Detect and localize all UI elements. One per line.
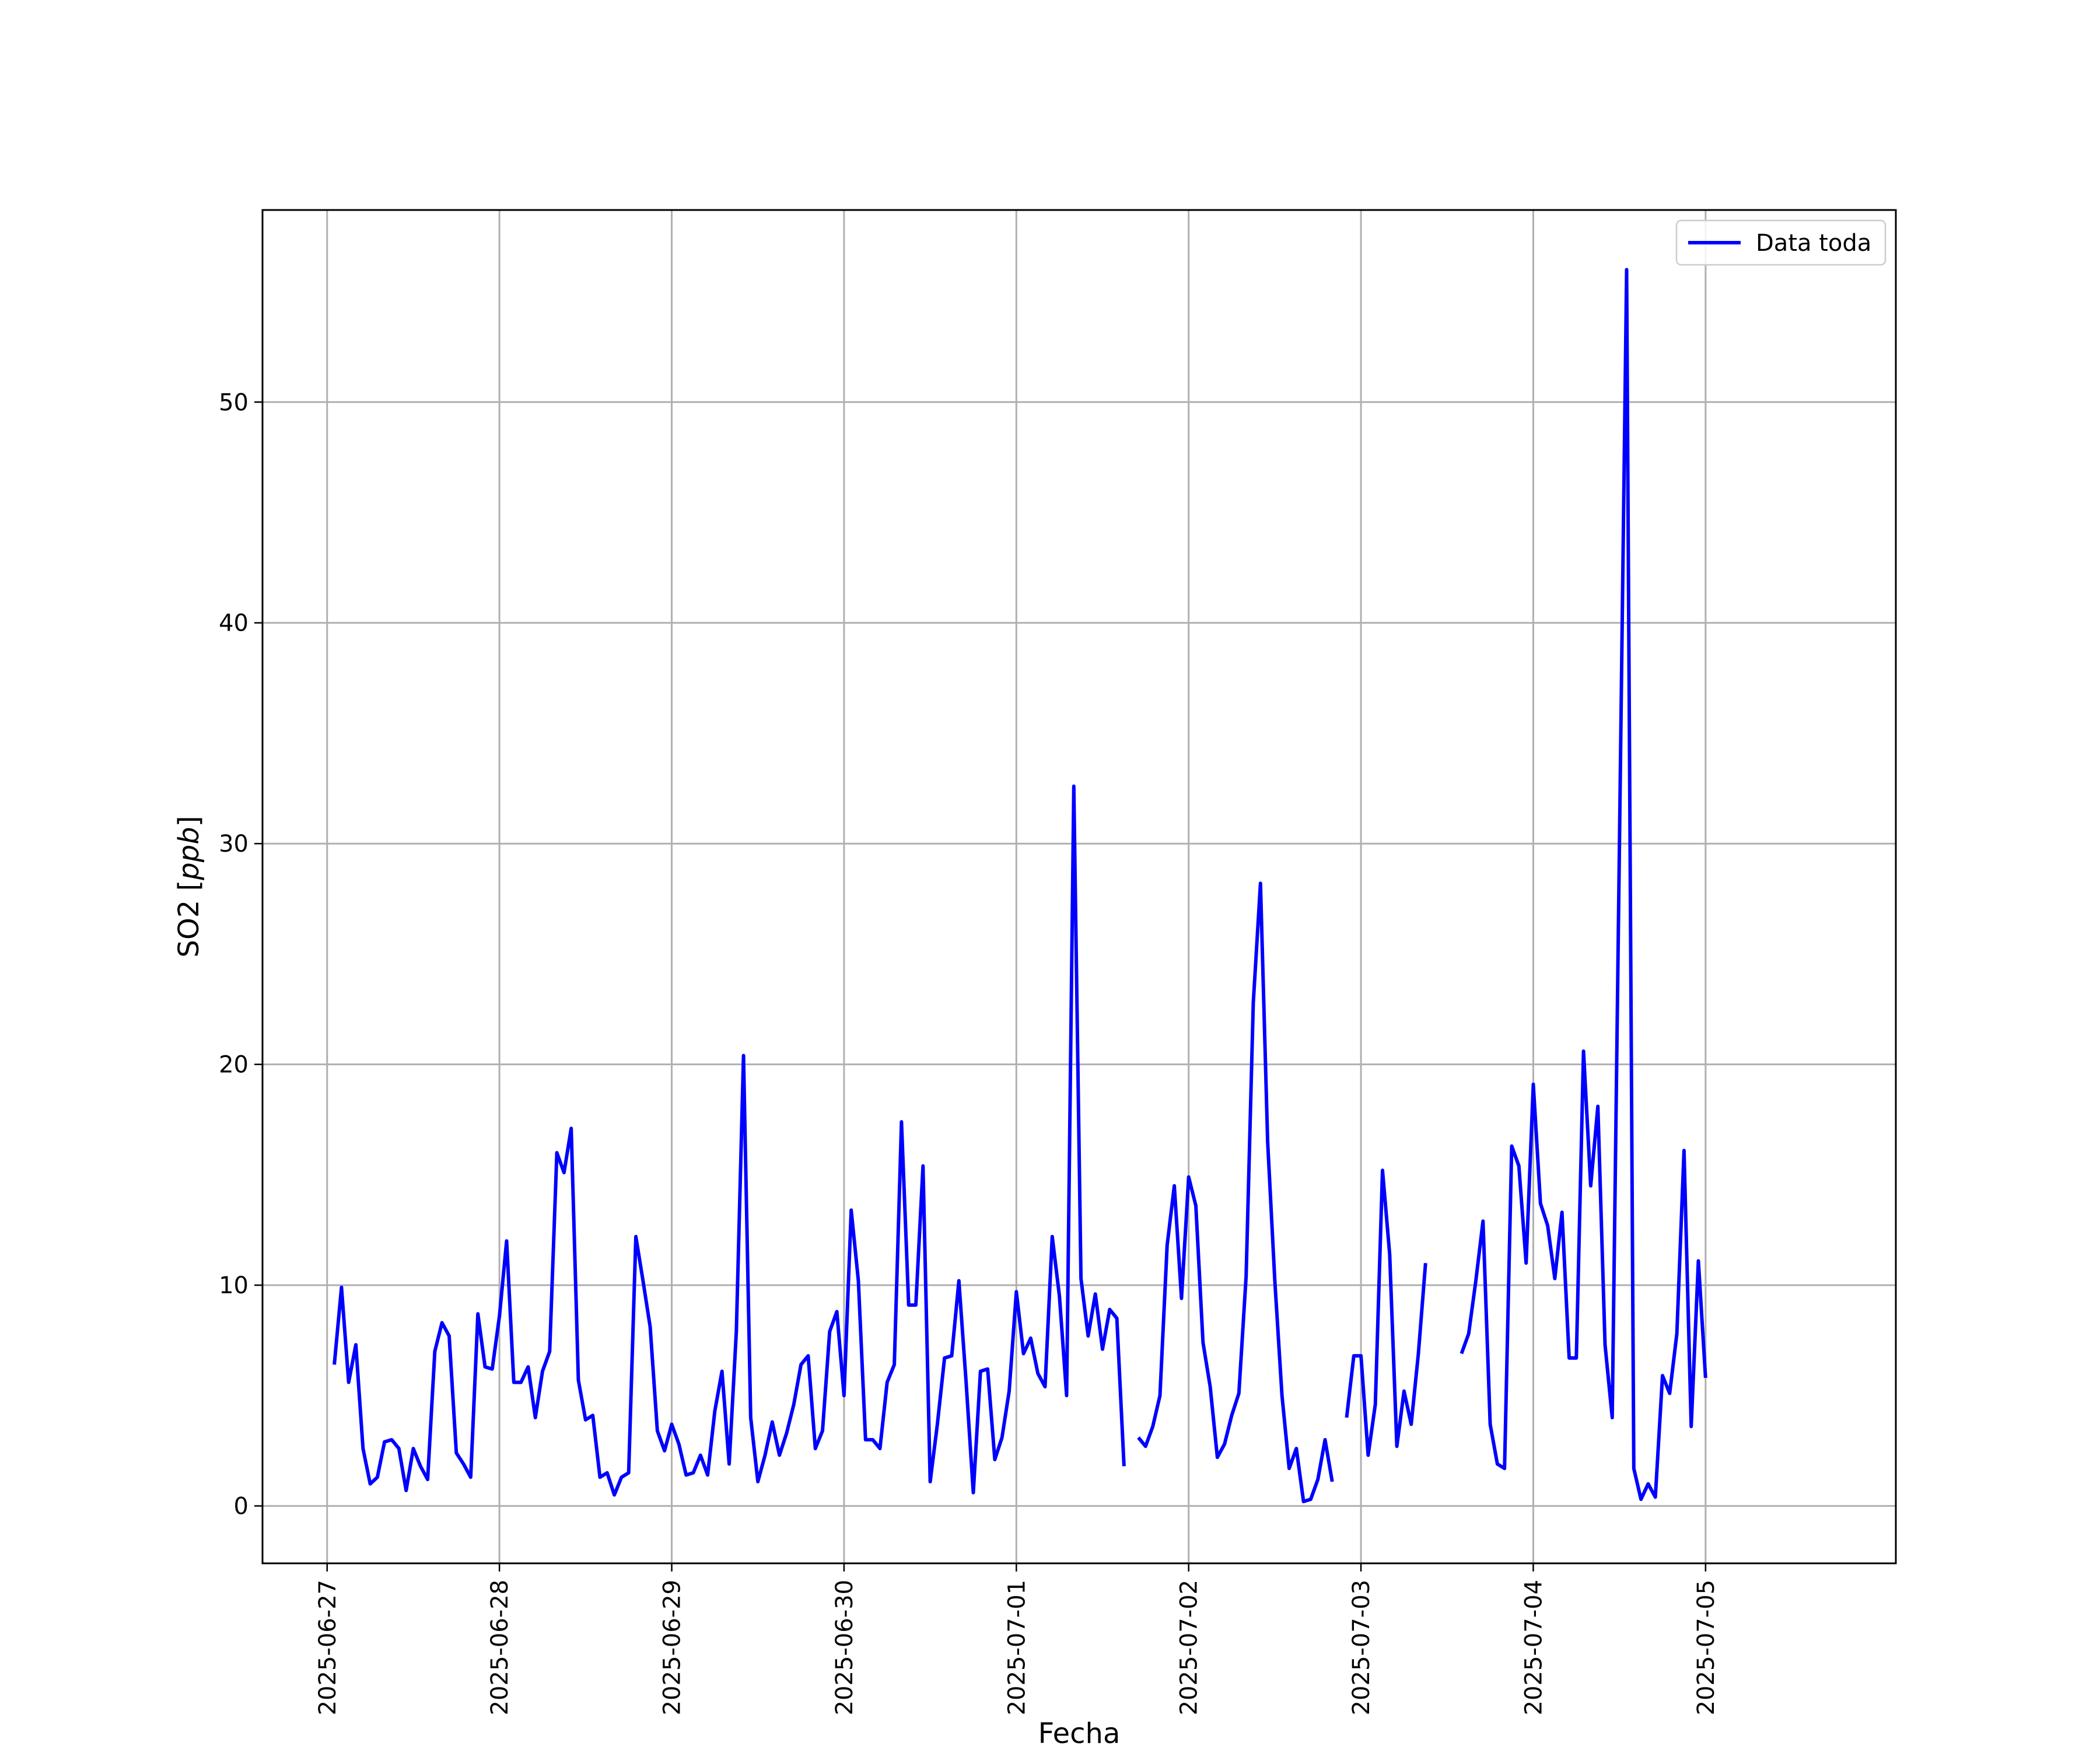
y-axis-title-text: SO2 [ bbox=[173, 880, 205, 958]
series-line-layer bbox=[332, 268, 1707, 1503]
series-line-segment bbox=[332, 784, 1126, 1497]
y-tick-label: 0 bbox=[234, 1493, 249, 1520]
x-tick-label: 2025-06-28 bbox=[487, 1580, 513, 1715]
series-line-segment bbox=[1460, 268, 1707, 1502]
x-tick-label: 2025-07-05 bbox=[1693, 1580, 1720, 1715]
series-line-segment bbox=[1345, 1168, 1427, 1457]
y-tick-label: 20 bbox=[219, 1052, 249, 1079]
y-axis-title: SO2 [ppb] bbox=[173, 816, 205, 958]
y-axis: 0 10 20 30 40 50 bbox=[219, 389, 262, 1520]
legend-label: Data toda bbox=[1756, 230, 1871, 257]
x-tick-label: 2025-06-27 bbox=[314, 1580, 341, 1715]
x-axis: 2025-06-27 2025-06-28 2025-06-29 2025-06-30… bbox=[314, 1563, 1720, 1715]
x-tick-label: 2025-07-04 bbox=[1520, 1580, 1547, 1715]
y-tick-label: 50 bbox=[219, 389, 249, 416]
y-axis-title-close: ] bbox=[173, 816, 205, 827]
x-tick-label: 2025-07-02 bbox=[1176, 1580, 1203, 1715]
y-tick-label: 40 bbox=[219, 610, 249, 637]
gridlines bbox=[262, 210, 1896, 1563]
legend-box bbox=[1675, 219, 1887, 266]
legend: Data toda bbox=[1675, 219, 1887, 266]
x-axis-title: Fecha bbox=[1038, 1717, 1121, 1750]
y-tick-label: 30 bbox=[219, 831, 249, 858]
x-tick-label: 2025-06-29 bbox=[659, 1580, 686, 1715]
x-tick-label: 2025-07-01 bbox=[1003, 1580, 1030, 1715]
y-tick-label: 10 bbox=[219, 1272, 249, 1299]
x-tick-label: 2025-06-30 bbox=[831, 1580, 858, 1715]
plot-frame bbox=[261, 209, 1897, 1564]
series-line-segment bbox=[1137, 881, 1334, 1503]
y-axis-title-unit: ppb bbox=[173, 827, 205, 880]
x-tick-label: 2025-07-03 bbox=[1348, 1580, 1375, 1715]
